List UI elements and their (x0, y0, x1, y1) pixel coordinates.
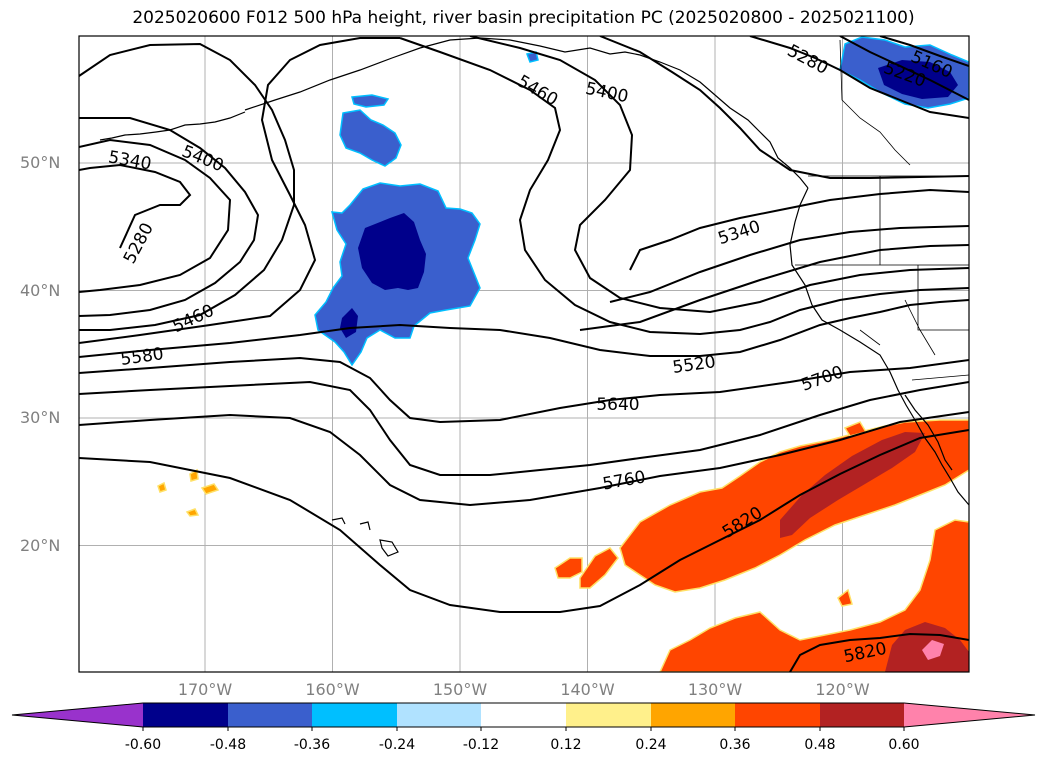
precip-blob-north-mid (351, 94, 390, 108)
contour-label: 5400 (179, 142, 227, 177)
contour-5640-east (579, 244, 969, 331)
contour-5340-west (79, 138, 232, 293)
map-title: 2025020600 F012 500 hPa height, river ba… (132, 8, 915, 28)
contour-label: 5760 (601, 467, 647, 494)
lat-tick-label: 30°N (20, 408, 61, 427)
precip-strip-west (554, 557, 583, 579)
map-frame (78, 35, 970, 673)
contour-5820-south (789, 632, 969, 672)
lat-tick-label: 50°N (20, 153, 61, 172)
precip-spot-a (157, 481, 167, 493)
colorbar-segment (397, 703, 481, 727)
colorbar-segment (735, 703, 820, 727)
contour-5520-mid (79, 37, 400, 344)
contour-5400-west (79, 117, 260, 317)
coast-baja (904, 394, 953, 471)
lon-tick-label: 170°W (177, 680, 233, 699)
contour-label: 5580 (119, 344, 165, 370)
contour-5820-outer (79, 429, 969, 613)
contour-label: 5460 (514, 71, 561, 110)
contour-label: 5280 (120, 220, 158, 268)
contour-5460-east (399, 37, 969, 336)
precip-core-main (358, 213, 426, 290)
colorbar-tick-label: 0.36 (719, 737, 751, 753)
contour-5580-east (609, 225, 969, 303)
precip-blob-south (659, 519, 969, 672)
gridlines (79, 36, 969, 672)
colorbar-segment (312, 703, 397, 727)
lon-tick-label: 120°W (815, 680, 870, 699)
colorbar-tick-label: -0.36 (293, 737, 331, 753)
aleutian-chain (99, 111, 246, 141)
precip-spot-c (200, 483, 220, 495)
height-contours (79, 36, 969, 672)
contour-5280-low (79, 163, 192, 249)
contour-5280-east (749, 36, 969, 119)
colorbar-tick-label: -0.60 (124, 737, 162, 753)
colorbar-tick-label: 0.48 (804, 737, 836, 753)
precip-spot-d (185, 508, 200, 517)
colorbar-extend-low (12, 703, 143, 727)
coast-north-america (789, 187, 969, 506)
contour-5760 (79, 411, 969, 507)
colorbar-segment (228, 703, 312, 727)
colorbar-segment (143, 703, 228, 727)
precip-positive-areas (157, 419, 969, 672)
coastlines (99, 37, 969, 557)
colorbar-segment (820, 703, 904, 727)
precip-core-pink (922, 640, 944, 660)
colorbar-tick-label: 0.60 (888, 737, 920, 753)
contour-5340-east (599, 36, 969, 179)
border-alaska (839, 39, 911, 166)
contour-label: 5340 (107, 147, 153, 174)
colorbar-segment (651, 703, 735, 727)
lon-tick-label: 140°W (560, 680, 615, 699)
colorbar-tick-label: 0.24 (635, 737, 667, 753)
lon-tick-label: 160°W (305, 680, 360, 699)
contour-5700 (79, 380, 969, 476)
precip-core-south (340, 308, 358, 338)
contour-5640 (79, 356, 969, 424)
contour-label: 5700 (799, 362, 846, 396)
precip-blob-north (339, 109, 402, 167)
colorbar-tick-label: -0.12 (462, 737, 500, 753)
colorbar-tick-label: -0.48 (209, 737, 247, 753)
lon-tick-label: 130°W (687, 680, 743, 699)
contour-label: 5280 (784, 41, 832, 79)
contour-5580 (79, 299, 969, 358)
contour-5400-east (469, 36, 969, 314)
contour-label: 5640 (596, 395, 639, 415)
colorbar-tick-label: -0.24 (378, 737, 416, 753)
coast-alaska (244, 37, 809, 189)
border-states (795, 176, 969, 381)
colorbar (11, 702, 1036, 731)
colorbar-extend-high (904, 703, 1035, 727)
colorbar-segment (481, 703, 566, 727)
contour-5520-east (629, 188, 969, 271)
lon-tick-label: 150°W (432, 680, 488, 699)
contour-label: 5400 (584, 79, 630, 108)
precip-spot-f (837, 588, 853, 607)
colorbar-tick-label: 0.12 (550, 737, 582, 753)
lat-tick-label: 40°N (20, 280, 61, 300)
precip-negative-areas (314, 36, 969, 367)
precip-core-subtropical (780, 432, 925, 538)
hawaii-islands (331, 517, 399, 557)
colorbar-segment (566, 703, 651, 727)
precip-strip-west2 (579, 547, 619, 589)
contour-5160-east (879, 36, 969, 67)
contour-5220-east (839, 36, 969, 101)
contour-5460-west (79, 42, 295, 331)
precip-core-northeast (878, 60, 958, 99)
lat-tick-label: 20°N (20, 535, 61, 555)
contour-label: 5460 (170, 301, 218, 337)
